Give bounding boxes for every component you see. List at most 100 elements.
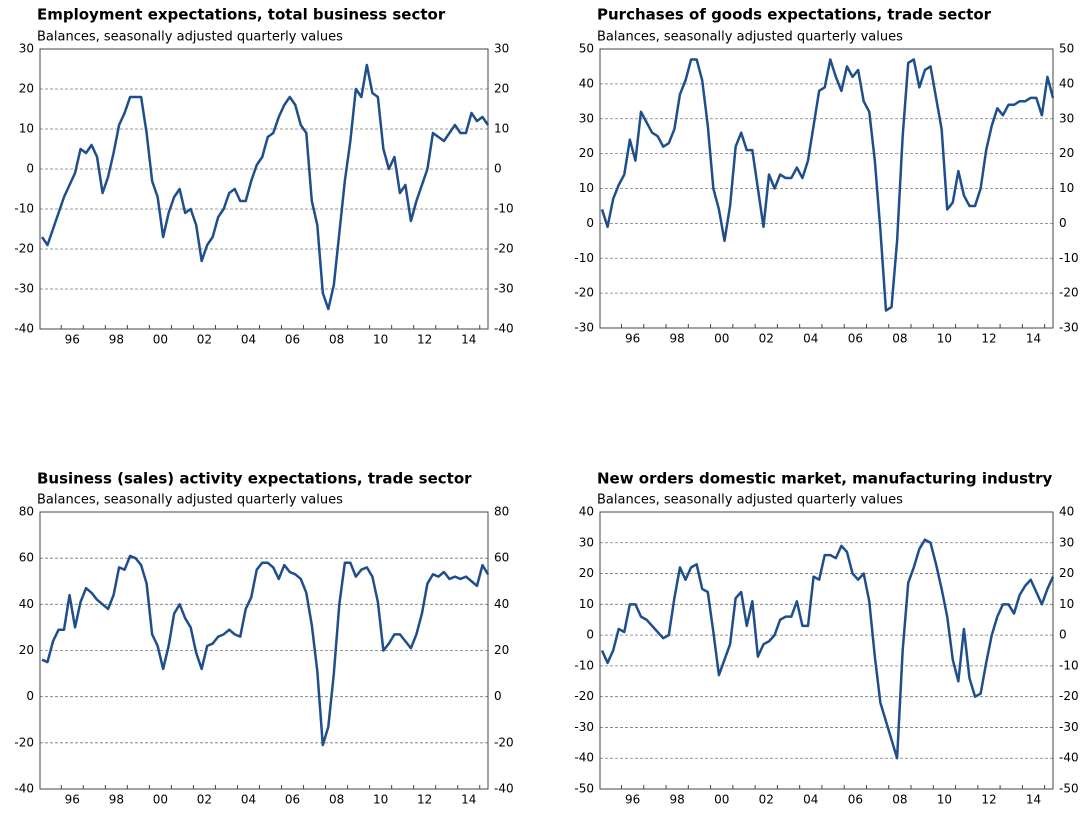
y-tick-label: -20: [574, 286, 594, 300]
y2-tick-label: 20: [1059, 146, 1074, 160]
x-tick-label: 10: [937, 793, 952, 807]
y2-tick-label: 80: [494, 505, 509, 519]
x-tick-label: 08: [892, 793, 907, 807]
y2-tick-label: 40: [1059, 505, 1074, 519]
y-tick-label: 10: [579, 597, 594, 611]
x-tick-label: 04: [241, 333, 256, 347]
x-tick-label: 08: [329, 333, 344, 347]
y2-tick-label: 0: [1059, 216, 1067, 230]
y2-tick-label: 30: [1059, 535, 1074, 549]
x-tick-label: 96: [65, 793, 80, 807]
x-tick-label: 04: [803, 332, 818, 346]
x-tick-label: 14: [1026, 332, 1041, 346]
y2-tick-label: 10: [1059, 181, 1074, 195]
y2-tick-label: -20: [494, 735, 514, 749]
y-tick-label: 30: [19, 42, 34, 56]
y-tick-label: -10: [574, 658, 594, 672]
chart-subtitle: Balances, seasonally adjusted quarterly …: [37, 30, 343, 45]
y-tick-label: 0: [26, 162, 34, 176]
plot-frame: [599, 48, 1054, 329]
y2-tick-label: 40: [494, 597, 509, 611]
y2-tick-label: -30: [494, 282, 514, 296]
x-tick-label: 00: [153, 333, 168, 347]
y2-tick-label: 40: [1059, 76, 1074, 90]
y-tick-label: 20: [579, 566, 594, 580]
y-tick-label: -40: [14, 782, 34, 796]
x-tick-label: 02: [197, 793, 212, 807]
x-tick-label: 12: [981, 332, 996, 346]
x-tick-label: 12: [417, 793, 432, 807]
x-tick-label: 00: [153, 793, 168, 807]
y-tick-label: 40: [19, 597, 34, 611]
chart-title: Employment expectations, total business …: [37, 6, 446, 24]
y-tick-label: -20: [14, 242, 34, 256]
chart-title: Business (sales) activity expectations, …: [37, 470, 472, 488]
x-tick-label: 98: [109, 333, 124, 347]
x-tick-label: 14: [461, 793, 476, 807]
y-tick-label: -40: [14, 322, 34, 336]
x-tick-label: 14: [1026, 793, 1041, 807]
y-tick-label: -20: [14, 735, 34, 749]
y2-tick-label: 50: [1059, 42, 1074, 56]
y-tick-label: 40: [579, 505, 594, 519]
y-tick-label: 20: [19, 82, 34, 96]
x-tick-label: 00: [714, 793, 729, 807]
y-tick-label: 10: [579, 181, 594, 195]
y2-tick-label: -10: [494, 202, 514, 216]
y-tick-label: -30: [14, 282, 34, 296]
y2-tick-label: 0: [494, 689, 502, 703]
line-series: [41, 554, 490, 747]
y2-tick-label: 20: [494, 82, 509, 96]
y-tick-label: -10: [14, 202, 34, 216]
x-tick-label: 06: [848, 793, 863, 807]
y2-tick-label: 20: [494, 643, 509, 657]
y-tick-label: 80: [19, 505, 34, 519]
y-tick-label: -10: [574, 251, 594, 265]
x-tick-label: 06: [285, 793, 300, 807]
x-tick-label: 12: [981, 793, 996, 807]
x-tick-label: 10: [937, 332, 952, 346]
y-tick-label: 30: [579, 535, 594, 549]
x-tick-label: 00: [714, 332, 729, 346]
x-tick-label: 08: [329, 793, 344, 807]
y2-tick-label: 20: [1059, 566, 1074, 580]
y-tick-label: 50: [579, 42, 594, 56]
y-tick-label: -30: [574, 321, 594, 335]
y2-tick-label: -40: [494, 782, 514, 796]
line-series: [600, 538, 1055, 760]
y-tick-label: 0: [586, 216, 594, 230]
x-tick-label: 10: [373, 333, 388, 347]
line-series: [600, 58, 1055, 312]
y2-tick-label: -30: [1059, 720, 1079, 734]
y2-tick-label: 60: [494, 551, 509, 565]
x-tick-label: 98: [670, 332, 685, 346]
y2-tick-label: -40: [494, 322, 514, 336]
y2-tick-label: -40: [1059, 751, 1079, 765]
y2-tick-label: 30: [494, 42, 509, 56]
y-tick-label: -20: [574, 689, 594, 703]
y2-tick-label: 0: [1059, 628, 1067, 642]
y-tick-label: -50: [574, 782, 594, 796]
y2-tick-label: 10: [1059, 597, 1074, 611]
x-tick-label: 10: [373, 793, 388, 807]
y2-tick-label: 10: [494, 122, 509, 136]
y-tick-label: 0: [26, 689, 34, 703]
y2-tick-label: -30: [1059, 321, 1079, 335]
y-tick-label: -40: [574, 751, 594, 765]
y-tick-label: 20: [19, 643, 34, 657]
x-tick-label: 04: [241, 793, 256, 807]
y-tick-label: 40: [579, 76, 594, 90]
y2-tick-label: 30: [1059, 111, 1074, 125]
x-tick-label: 96: [65, 333, 80, 347]
y2-tick-label: 0: [494, 162, 502, 176]
y2-tick-label: -20: [1059, 286, 1079, 300]
plot-frame: [599, 511, 1054, 790]
x-tick-label: 14: [461, 333, 476, 347]
x-tick-label: 02: [759, 793, 774, 807]
chart-title: New orders domestic market, manufacturin…: [597, 470, 1053, 488]
y2-tick-label: -10: [1059, 251, 1079, 265]
x-tick-label: 98: [109, 793, 124, 807]
x-tick-label: 02: [197, 333, 212, 347]
